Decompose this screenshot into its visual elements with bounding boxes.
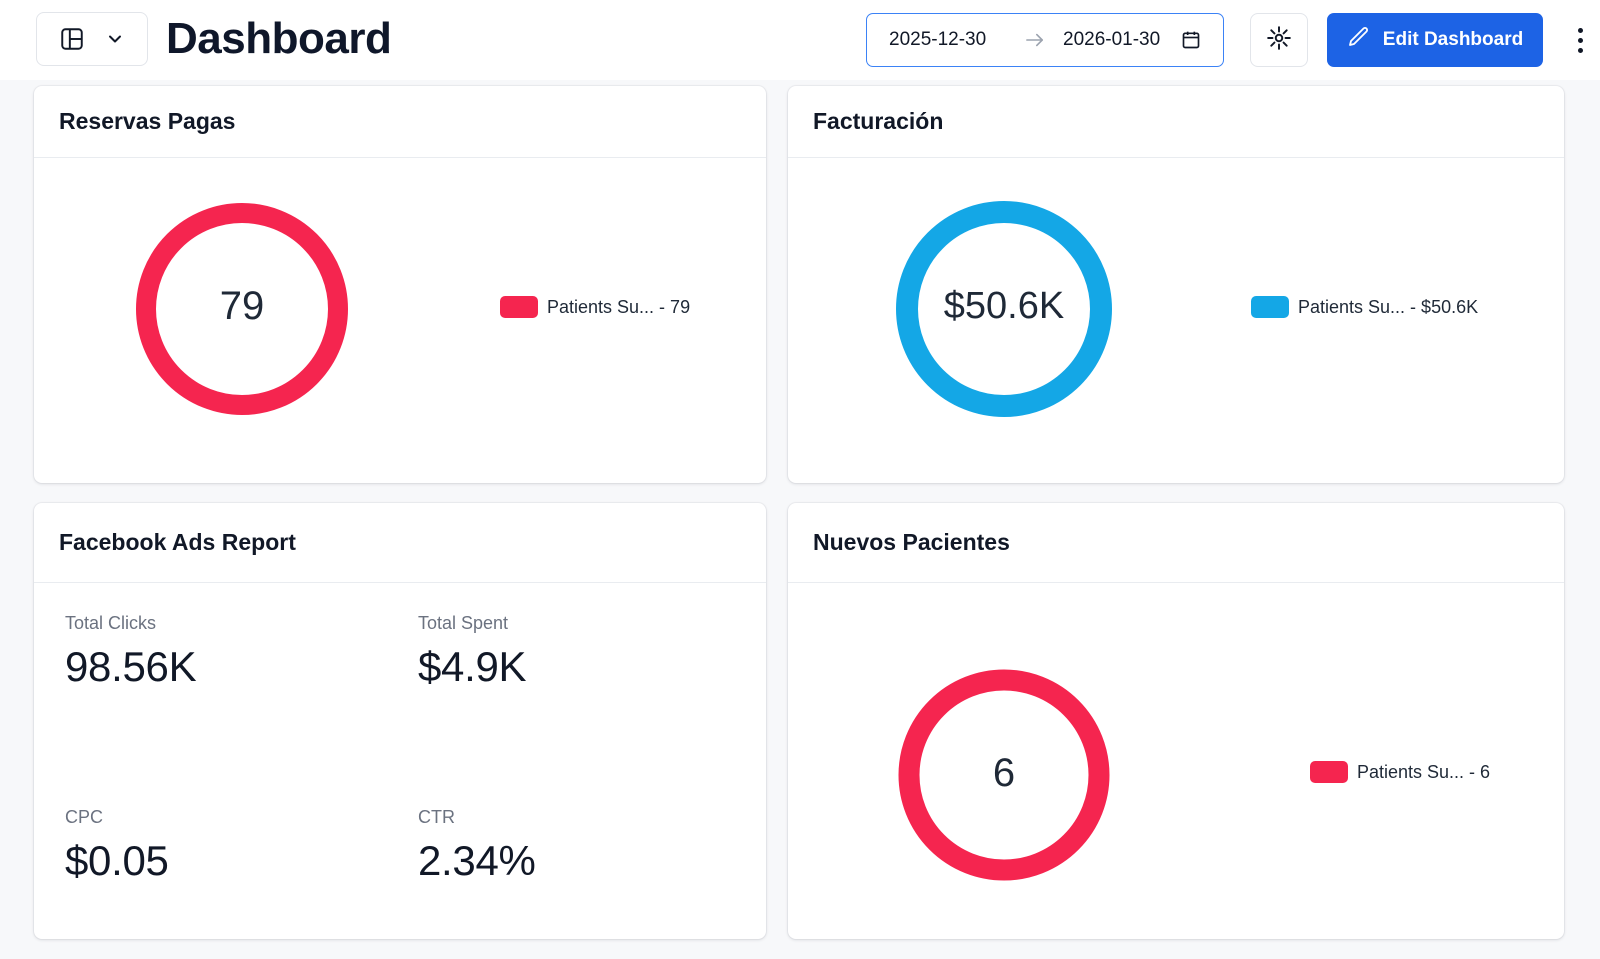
layout-view-toggle[interactable]	[36, 12, 148, 66]
legend-swatch	[500, 296, 538, 318]
edit-dashboard-button[interactable]: Edit Dashboard	[1327, 13, 1543, 67]
chart-legend[interactable]: Patients Su... - $50.6K	[1251, 296, 1478, 318]
legend-swatch	[1251, 296, 1289, 318]
page-title: Dashboard	[166, 14, 392, 63]
settings-button[interactable]	[1250, 13, 1308, 67]
card-title: Reservas Pagas	[34, 86, 766, 158]
layout-grid-icon	[59, 26, 85, 52]
donut-center-value: 79	[219, 284, 265, 328]
stat-label: CTR	[418, 807, 455, 827]
nuevos-donut-chart[interactable]	[898, 669, 1110, 881]
facturacion-card: Facturación $50.6K Patients Su... - $50.…	[788, 86, 1564, 483]
legend-label: Patients Su... - 6	[1357, 761, 1491, 782]
arrow-right-icon	[1007, 31, 1063, 49]
stat-value: $0.05	[65, 837, 169, 884]
donut-center-value: $50.6K	[943, 285, 1065, 327]
stat-label: Total Spent	[418, 613, 509, 633]
pencil-icon	[1347, 25, 1371, 55]
stat-total-spent: Total Spent $4.9K	[418, 613, 527, 691]
stat-value: 2.34%	[418, 837, 536, 884]
donut-ring[interactable]	[896, 201, 1112, 417]
stat-value: $4.9K	[418, 643, 527, 690]
legend-label: Patients Su... - $50.6K	[1298, 296, 1479, 317]
stat-cpc: CPC $0.05	[65, 807, 169, 885]
top-bar: Dashboard 2025-12-30 2026-01-30	[0, 0, 1600, 80]
date-from[interactable]: 2025-12-30	[889, 29, 987, 50]
stat-label: CPC	[65, 807, 104, 827]
card-title: Facebook Ads Report	[34, 503, 766, 583]
reservas-donut-chart[interactable]	[134, 201, 350, 417]
chart-legend[interactable]: Patients Su... - 79	[500, 296, 690, 318]
calendar-icon[interactable]	[1181, 30, 1201, 50]
card-title: Nuevos Pacientes	[788, 503, 1564, 583]
card-title: Facturación	[788, 86, 1564, 158]
facturacion-donut-chart[interactable]	[895, 200, 1113, 418]
stat-value: 98.56K	[65, 643, 197, 690]
date-range-picker[interactable]: 2025-12-30 2026-01-30	[866, 13, 1224, 67]
donut-ring[interactable]	[136, 203, 348, 415]
legend-swatch	[1310, 761, 1348, 783]
settings-icon	[1266, 25, 1292, 56]
stat-total-clicks: Total Clicks 98.56K	[65, 613, 197, 691]
chevron-down-icon	[105, 29, 125, 49]
legend-label: Patients Su... - 79	[547, 296, 691, 317]
stat-ctr: CTR 2.34%	[418, 807, 536, 885]
facebook-ads-report-card: Facebook Ads Report Total Clicks 98.56K …	[34, 503, 766, 939]
edit-dashboard-label: Edit Dashboard	[1382, 29, 1524, 50]
donut-ring[interactable]	[898, 669, 1110, 881]
nuevos-pacientes-card: Nuevos Pacientes 6 Patients Su... - 6	[788, 503, 1564, 939]
reservas-pagas-card: Reservas Pagas 79 Patients Su... - 79	[34, 86, 766, 483]
stat-label: Total Clicks	[65, 613, 157, 633]
donut-center-value: 6	[992, 751, 1016, 795]
more-vertical-icon[interactable]	[1566, 22, 1594, 58]
date-to[interactable]: 2026-01-30	[1063, 29, 1161, 50]
chart-legend[interactable]: Patients Su... - 6	[1310, 761, 1490, 783]
